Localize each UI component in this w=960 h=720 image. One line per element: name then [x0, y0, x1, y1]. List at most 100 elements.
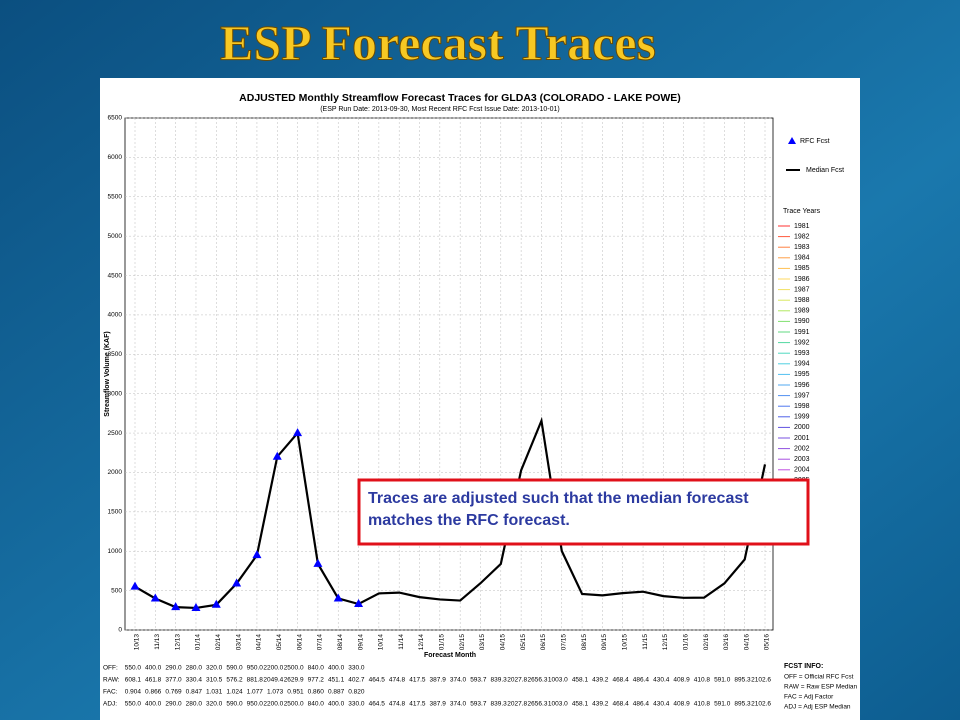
table-cell: 464.5 — [369, 701, 386, 708]
table-cell: 0.866 — [145, 689, 162, 696]
table-cell: 290.0 — [165, 701, 182, 708]
rfc-marker — [293, 428, 303, 437]
x-tick-label: 03/14 — [235, 634, 242, 651]
y-tick-label: 500 — [111, 587, 122, 594]
legend-label: 2003 — [794, 456, 810, 463]
x-tick-label: 09/15 — [601, 634, 608, 651]
table-cell: 950.0 — [247, 665, 264, 672]
rfc-marker — [252, 550, 262, 559]
x-tick-label: 02/16 — [703, 634, 710, 651]
x-tick-label: 12/14 — [418, 634, 425, 651]
x-tick-label: 11/14 — [398, 634, 405, 650]
x-tick-label: 02/14 — [215, 634, 222, 651]
table-cell: 840.0 — [308, 665, 325, 672]
table-cell: 387.9 — [430, 701, 447, 708]
legend-label: 2004 — [794, 467, 810, 474]
table-cell: 1.031 — [206, 689, 223, 696]
table-cell: 400.0 — [328, 665, 345, 672]
table-cell: 400.0 — [328, 701, 345, 708]
table-cell: 1.077 — [247, 689, 264, 696]
table-cell: 0.820 — [348, 689, 365, 696]
legend-label: 2000 — [794, 424, 810, 431]
table-cell: 486.4 — [633, 677, 650, 684]
row-label: ADJ: — [103, 701, 117, 708]
table-cell: 895.3 — [734, 701, 751, 708]
y-tick-label: 2500 — [108, 430, 123, 437]
table-cell: 2656.3 — [528, 701, 548, 708]
y-tick-label: 3500 — [108, 351, 123, 358]
legend-label: 1994 — [794, 361, 810, 368]
table-cell: 1.024 — [226, 689, 243, 696]
x-tick-label: 04/15 — [500, 634, 507, 651]
table-cell: 330.4 — [186, 677, 203, 684]
table-cell: 330.0 — [348, 701, 365, 708]
x-tick-label: 10/13 — [134, 634, 141, 651]
table-cell: 374.0 — [450, 677, 467, 684]
table-cell: 1003.0 — [548, 701, 568, 708]
table-cell: 417.5 — [409, 677, 426, 684]
table-cell: 1003.0 — [548, 677, 568, 684]
fcst-info-title: FCST INFO: — [784, 663, 823, 670]
table-cell: 839.3 — [491, 677, 508, 684]
x-tick-label: 06/14 — [296, 634, 303, 651]
legend-label: Median Fcst — [806, 167, 844, 174]
table-cell: 0.860 — [308, 689, 325, 696]
rfc-marker — [333, 593, 343, 602]
x-tick-label: 03/15 — [479, 634, 486, 651]
table-cell: 2049.4 — [263, 677, 283, 684]
x-tick-label: 11/13 — [154, 634, 161, 650]
table-cell: 550.0 — [125, 701, 142, 708]
x-tick-label: 11/15 — [642, 634, 649, 650]
callout-text: Traces are adjusted such that the median… — [368, 490, 749, 529]
legend-label: 1989 — [794, 308, 810, 315]
x-tick-label: 07/15 — [560, 634, 567, 651]
legend-label: 1993 — [794, 350, 810, 357]
table-cell: 458.1 — [572, 677, 589, 684]
x-tick-label: 01/15 — [439, 634, 446, 651]
table-cell: 1.073 — [267, 689, 284, 696]
table-cell: 2500.0 — [284, 701, 304, 708]
table-cell: 2027.8 — [507, 677, 527, 684]
legend-label: 1992 — [794, 339, 810, 346]
table-cell: 2200.0 — [263, 701, 283, 708]
table-cell: 310.5 — [206, 677, 223, 684]
table-cell: 439.2 — [592, 701, 609, 708]
y-tick-label: 6500 — [108, 115, 123, 122]
table-cell: 410.8 — [694, 701, 711, 708]
callout-box — [357, 478, 810, 546]
table-cell: 320.0 — [206, 665, 223, 672]
table-cell: 468.4 — [612, 677, 629, 684]
y-tick-label: 1000 — [108, 548, 123, 555]
x-tick-label: 05/14 — [276, 634, 283, 651]
rfc-marker — [191, 602, 201, 611]
legend-label: 1991 — [794, 329, 810, 336]
y-axis-label: Streamflow Volume (KAF) — [104, 331, 111, 416]
legend-label: 1997 — [794, 392, 810, 399]
y-tick-label: 3000 — [108, 390, 123, 397]
legend-rfc-marker — [788, 137, 796, 144]
table-cell: 320.0 — [206, 701, 223, 708]
table-cell: 464.5 — [369, 677, 386, 684]
x-tick-label: 05/15 — [520, 634, 527, 651]
table-cell: 591.0 — [714, 677, 731, 684]
x-tick-label: 01/14 — [195, 634, 202, 651]
table-cell: 468.4 — [612, 701, 629, 708]
table-cell: 840.0 — [308, 701, 325, 708]
y-tick-label: 4000 — [108, 312, 123, 319]
table-cell: 0.769 — [165, 689, 182, 696]
y-tick-label: 0 — [118, 627, 122, 634]
table-cell: 881.8 — [247, 677, 264, 684]
table-cell: 895.3 — [734, 677, 751, 684]
table-cell: 280.0 — [186, 701, 203, 708]
rfc-marker — [150, 593, 160, 602]
x-tick-label: 05/16 — [764, 634, 771, 651]
table-cell: 2200.0 — [263, 665, 283, 672]
legend-label: 2001 — [794, 435, 810, 442]
legend-label: 1981 — [794, 223, 810, 230]
rfc-marker — [211, 599, 221, 608]
rfc-marker — [354, 599, 364, 608]
table-cell: 2102.6 — [751, 677, 771, 684]
table-cell: 408.9 — [673, 677, 690, 684]
legend-label: 1986 — [794, 276, 810, 283]
